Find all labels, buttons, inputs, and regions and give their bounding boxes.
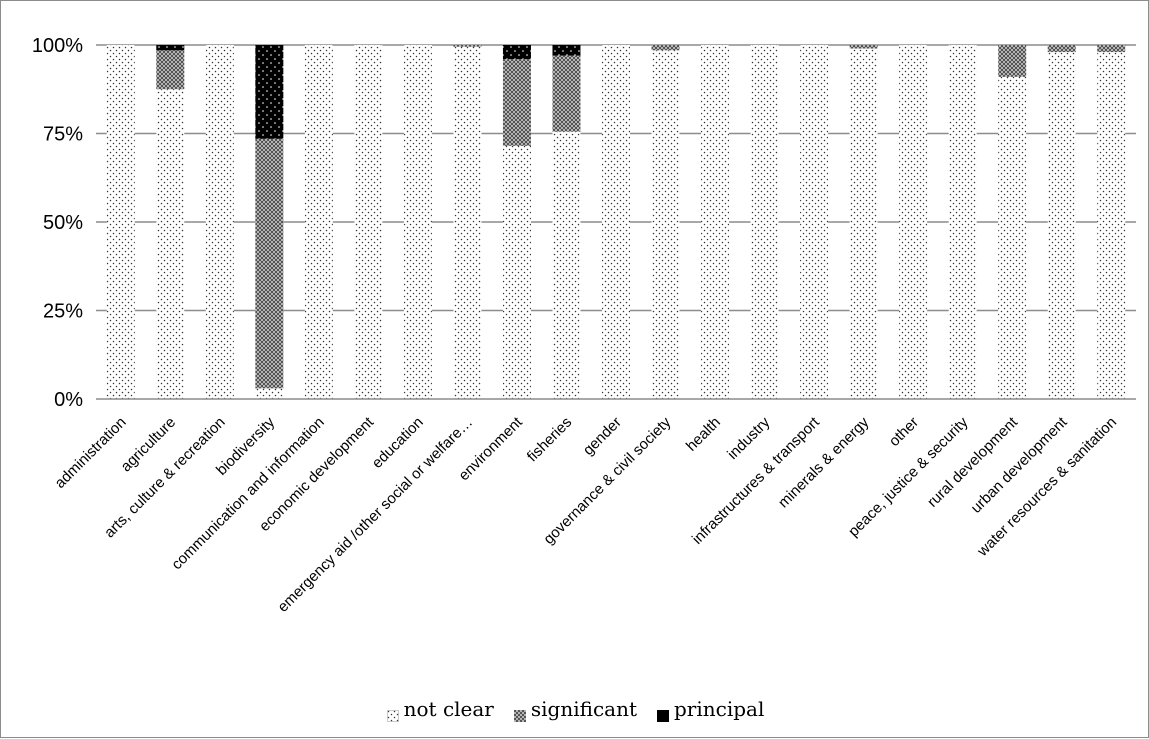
x-category-label: rural development [924, 413, 1022, 511]
bar-segment-not-clear [156, 89, 185, 399]
bar-segment-not-clear [701, 45, 730, 399]
bar-segment-significant [502, 59, 531, 146]
bar-segment-not-clear [255, 388, 284, 399]
y-tick-label: 100% [32, 35, 83, 57]
bar-segment-not-clear [899, 45, 928, 399]
bar-segment-not-clear [998, 76, 1027, 400]
x-category-label: minerals & energy [775, 413, 873, 511]
x-category-label: administration [52, 414, 130, 492]
bar-segment-not-clear [1047, 52, 1076, 400]
bar-segment-significant [1097, 45, 1126, 53]
bar-segment-significant [255, 138, 284, 389]
bar-segment-significant [453, 45, 482, 47]
bar-segment-principal [502, 45, 531, 60]
bar-segment-significant [552, 55, 581, 132]
bar-segment-not-clear [750, 45, 779, 399]
bar-segment-not-clear [849, 48, 878, 399]
x-category-label: health [683, 414, 724, 455]
legend-item-significant: significant [513, 697, 637, 722]
dotted-square-icon [386, 703, 399, 722]
legend-label-not-clear: not clear [403, 697, 494, 721]
y-axis-tick-labels: 0% 25% 50% 75% 100% [32, 35, 83, 411]
bar-segment-not-clear [304, 45, 333, 399]
y-tick-label: 0% [54, 389, 83, 411]
y-tick-label: 75% [43, 124, 83, 146]
y-tick-label: 50% [43, 212, 83, 234]
bar-segment-not-clear [602, 45, 630, 399]
x-category-label: other [886, 414, 922, 450]
y-tick-label: 25% [43, 301, 83, 323]
bar-segment-principal [156, 45, 185, 51]
bar-segment-not-clear [552, 131, 581, 400]
x-category-label: gender [580, 414, 625, 459]
legend-label-principal: principal [673, 697, 765, 721]
bar-segment-not-clear [948, 45, 977, 399]
bar-segment-not-clear [1097, 52, 1126, 400]
x-category-label: industry [724, 413, 774, 463]
bars [106, 45, 1126, 400]
bar-segment-not-clear [403, 45, 432, 399]
bar-segment-not-clear [651, 50, 680, 400]
bar-segment-significant [1047, 45, 1076, 53]
crosshatch-square-icon [513, 703, 526, 722]
bar-segment-not-clear [502, 145, 531, 399]
legend: not clear significant principal [1, 694, 1149, 724]
bar-segment-not-clear [106, 45, 135, 399]
solid-square-icon [656, 703, 669, 722]
bar-segment-significant [651, 45, 680, 51]
bar-segment-significant [849, 45, 878, 49]
bar-segment-principal [552, 45, 581, 56]
legend-item-not-clear: not clear [386, 697, 494, 722]
legend-item-principal: principal [656, 697, 765, 722]
bar-segment-not-clear [354, 45, 383, 399]
bar-segment-principal [255, 45, 284, 139]
bar-segment-not-clear [453, 46, 482, 400]
bar-segment-significant [998, 45, 1027, 77]
bar-segment-not-clear [205, 45, 234, 399]
bar-segment-not-clear [800, 45, 829, 399]
legend-label-significant: significant [530, 697, 637, 721]
bar-segment-significant [156, 50, 185, 90]
x-category-label: fisheries [524, 414, 576, 466]
